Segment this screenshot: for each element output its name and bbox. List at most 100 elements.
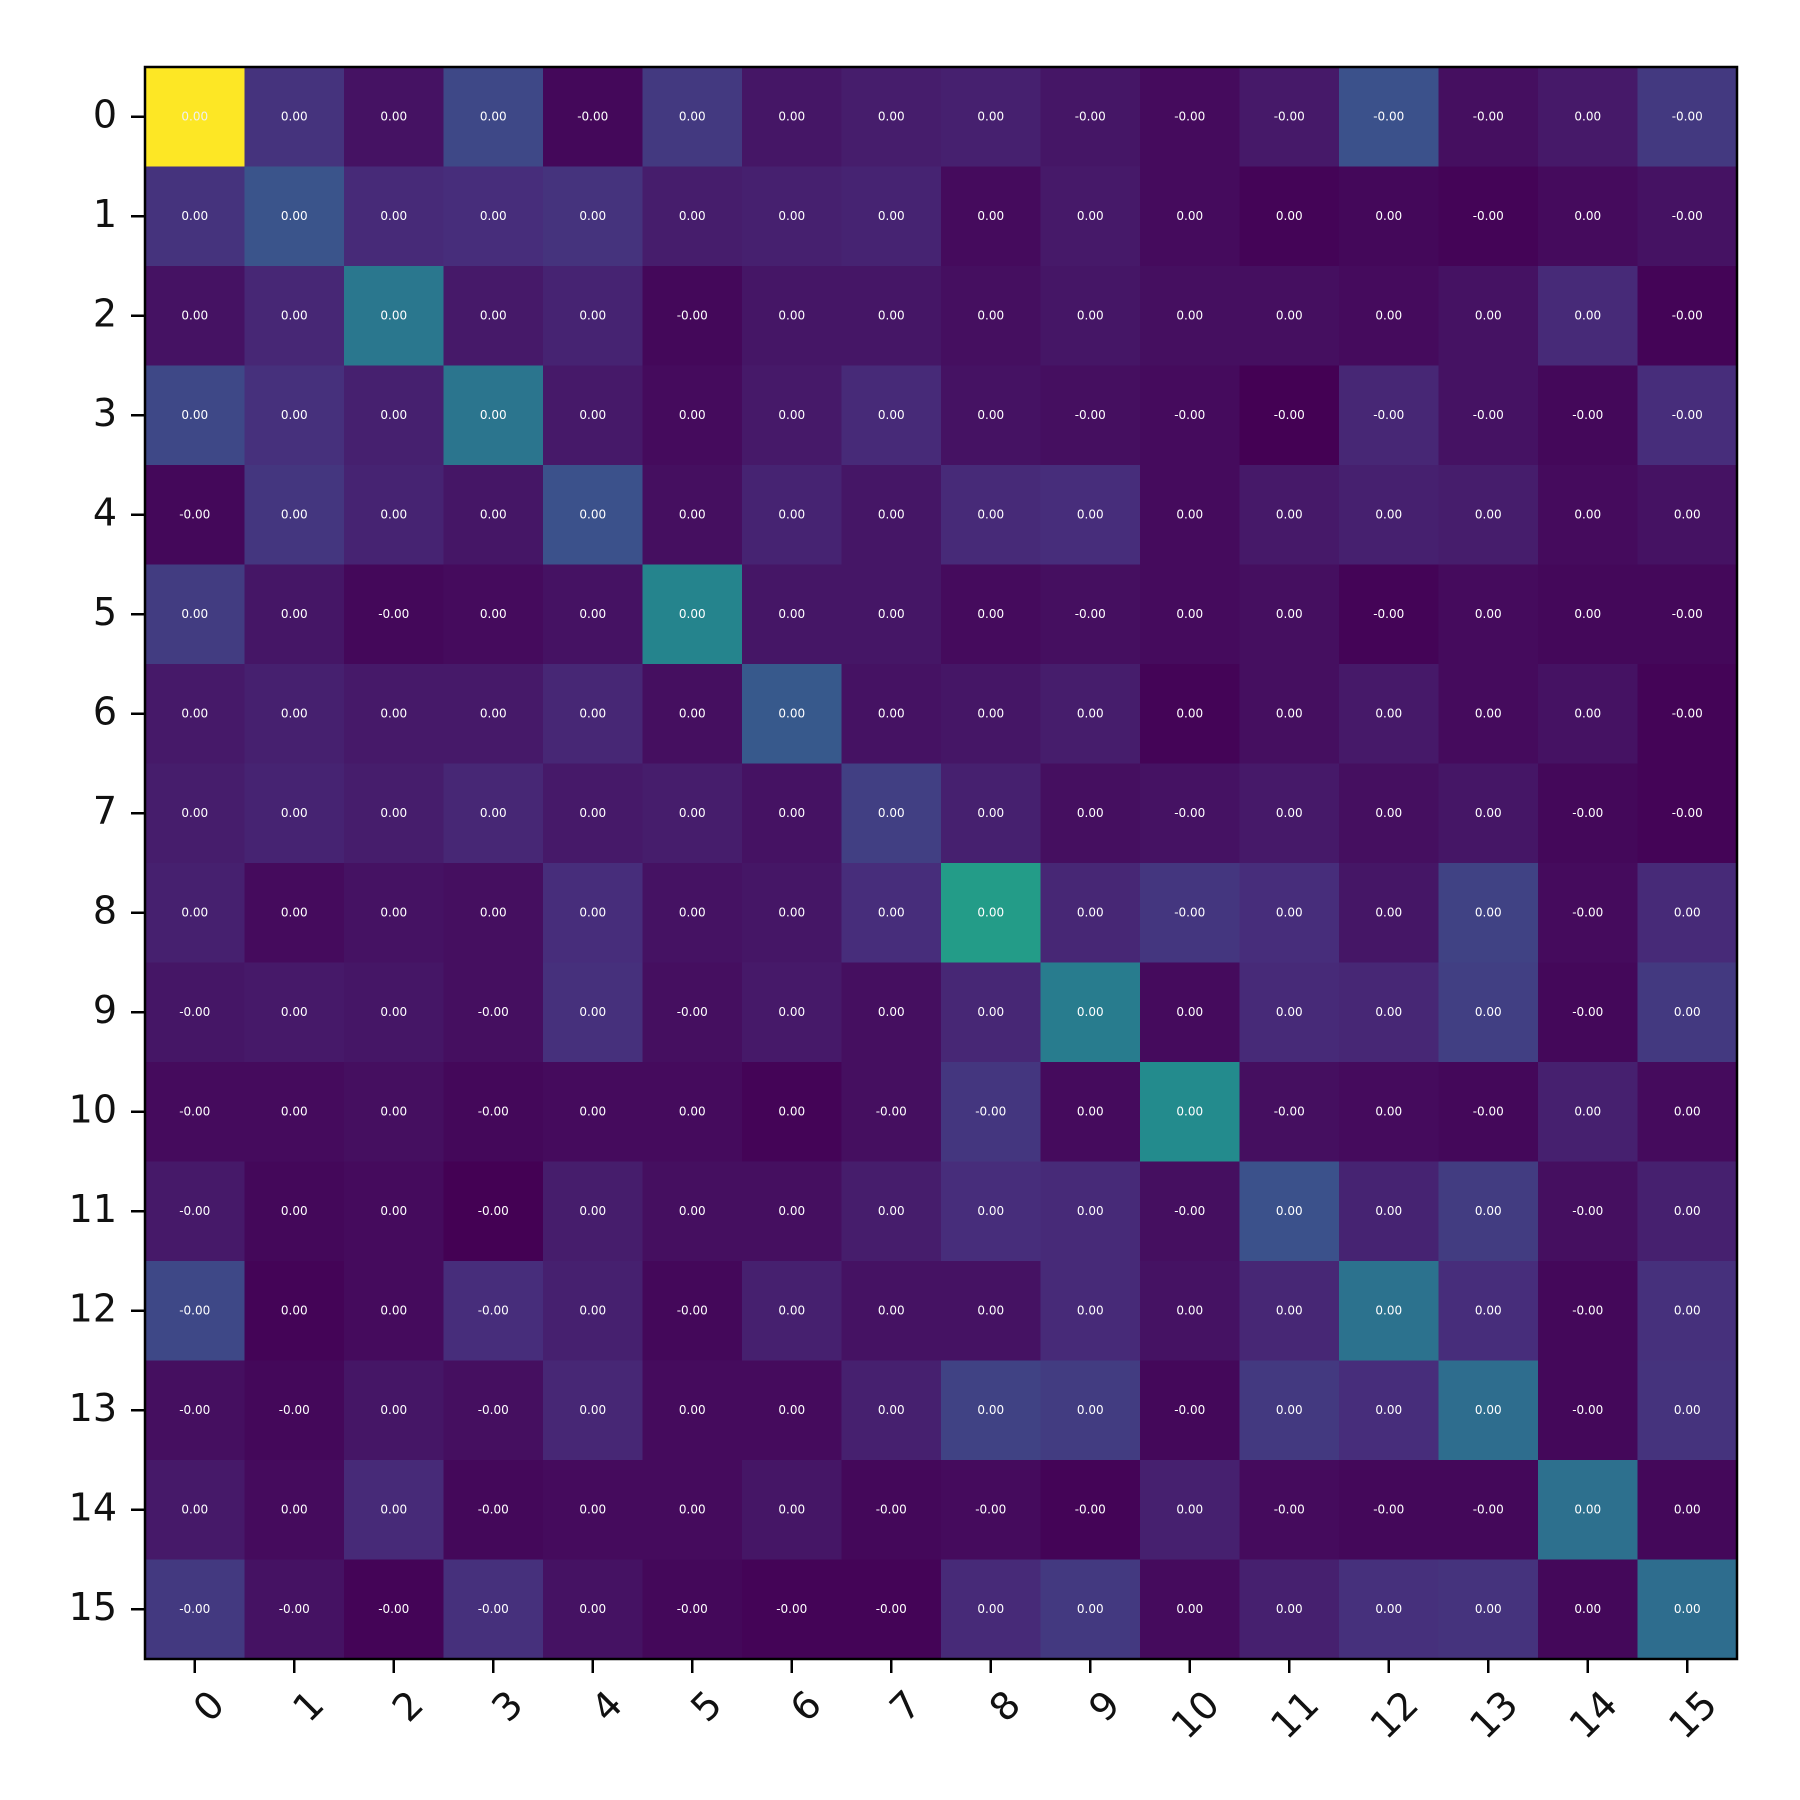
cell-value-label: 0.00 xyxy=(281,308,308,322)
cell-value-label: -0.00 xyxy=(1373,408,1404,422)
cell-value-label: 0.00 xyxy=(1475,905,1502,919)
heatmap-cell xyxy=(244,564,345,665)
cell-value-label: 0.00 xyxy=(281,806,308,820)
heatmap-cell xyxy=(841,266,942,366)
heatmap-cell xyxy=(1438,763,1539,864)
heatmap-cell xyxy=(742,465,842,565)
cell-value-label: -0.00 xyxy=(179,1204,210,1218)
heatmap-cell xyxy=(543,564,643,665)
cell-value-label: -0.00 xyxy=(1075,1502,1106,1516)
cell-value-label: 0.00 xyxy=(679,209,706,223)
x-tick-label: 7 xyxy=(881,1682,929,1730)
heatmap-cell xyxy=(1239,863,1340,963)
cell-value-label: 0.00 xyxy=(480,806,507,820)
heatmap-cell xyxy=(841,962,942,1063)
x-tick-label: 10 xyxy=(1163,1682,1228,1747)
cell-value-label: -0.00 xyxy=(478,1602,509,1616)
heatmap-cell xyxy=(1538,863,1638,963)
heatmap-cell xyxy=(941,763,1041,864)
heatmap-cell xyxy=(1538,564,1638,665)
cell-value-label: 0.00 xyxy=(281,1005,308,1019)
heatmap-cell xyxy=(1339,664,1439,764)
heatmap-cell xyxy=(941,266,1041,366)
cell-value-label: 0.00 xyxy=(480,905,507,919)
heatmap-cell xyxy=(941,67,1041,167)
cell-value-label: 0.00 xyxy=(1276,905,1303,919)
heatmap-cell xyxy=(244,763,345,864)
cell-value-label: 0.00 xyxy=(579,607,606,621)
heatmap-cell xyxy=(244,1261,345,1361)
cell-value-label: -0.00 xyxy=(1572,1005,1603,1019)
x-tick-label: 5 xyxy=(682,1682,730,1730)
cell-value-label: 0.00 xyxy=(1574,507,1601,521)
heatmap-cell xyxy=(1339,1559,1439,1660)
heatmap-cell xyxy=(244,365,345,466)
cell-value-label: 0.00 xyxy=(1475,1303,1502,1317)
heatmap-cell xyxy=(344,664,444,764)
cell-value-label: 0.00 xyxy=(679,1403,706,1417)
cell-value-label: 0.00 xyxy=(778,1204,805,1218)
cell-value-label: -0.00 xyxy=(1672,109,1703,123)
cell-value-label: 0.00 xyxy=(1176,1602,1203,1616)
heatmap-cell xyxy=(1438,166,1539,267)
heatmap-cell xyxy=(543,1062,643,1162)
heatmap-cell xyxy=(1637,664,1738,764)
heatmap-cell xyxy=(244,863,345,963)
cell-value-label: 0.00 xyxy=(579,209,606,223)
cell-value-label: 0.00 xyxy=(1674,1204,1701,1218)
cell-value-label: 0.00 xyxy=(1674,1502,1701,1516)
x-tick-label: 2 xyxy=(384,1682,432,1730)
heatmap-cell xyxy=(1140,166,1240,267)
cell-value-label: 0.00 xyxy=(1375,507,1402,521)
heatmap-cell xyxy=(1637,1460,1738,1560)
cell-value-label: -0.00 xyxy=(876,1502,907,1516)
heatmap-cell xyxy=(1538,166,1638,267)
x-tick-label: 0 xyxy=(185,1682,233,1730)
cell-value-label: 0.00 xyxy=(878,308,905,322)
heatmap-cell xyxy=(1339,365,1439,466)
cell-value-label: 0.00 xyxy=(181,209,208,223)
cell-value-label: -0.00 xyxy=(1672,209,1703,223)
heatmap-cell xyxy=(443,1360,544,1461)
heatmap-cell xyxy=(1140,664,1240,764)
plot-frame xyxy=(143,65,1739,1661)
y-tick-label: 5 xyxy=(93,590,117,634)
cell-value-label: 0.00 xyxy=(579,706,606,720)
heatmap-cell xyxy=(1637,1559,1738,1660)
heatmap-cell xyxy=(941,166,1041,267)
heatmap-cell xyxy=(1637,1161,1738,1262)
cell-value-label: -0.00 xyxy=(1572,905,1603,919)
heatmap-cell xyxy=(1637,67,1738,167)
cell-value-label: -0.00 xyxy=(677,1303,708,1317)
heatmap-cell xyxy=(1239,266,1340,366)
heatmap-cell xyxy=(543,166,643,267)
cell-value-label: 0.00 xyxy=(679,706,706,720)
cell-value-label: 0.00 xyxy=(480,607,507,621)
heatmap-cell xyxy=(1637,763,1738,864)
cell-value-label: 0.00 xyxy=(579,1204,606,1218)
cell-value-label: 0.00 xyxy=(380,706,407,720)
heatmap-cell xyxy=(443,962,544,1063)
cell-value-label: 0.00 xyxy=(1375,1104,1402,1118)
cell-value-label: 0.00 xyxy=(281,607,308,621)
heatmap-cell xyxy=(1538,962,1638,1063)
heatmap-cell xyxy=(145,863,245,963)
heatmap-cell xyxy=(543,266,643,366)
cell-value-label: -0.00 xyxy=(179,1403,210,1417)
heatmap-cell xyxy=(1637,1360,1738,1461)
cell-value-label: 0.00 xyxy=(1276,806,1303,820)
heatmap-cell xyxy=(1339,1062,1439,1162)
heatmap-cell xyxy=(443,67,544,167)
cell-value-label: 0.00 xyxy=(380,1204,407,1218)
heatmap-cell xyxy=(145,962,245,1063)
heatmap-cell xyxy=(1040,465,1141,565)
y-tick-label: 2 xyxy=(93,291,117,335)
heatmap-cell xyxy=(742,1460,842,1560)
cell-value-label: 0.00 xyxy=(579,1602,606,1616)
heatmap-cell xyxy=(145,1460,245,1560)
cell-value-label: -0.00 xyxy=(478,1502,509,1516)
heatmap-cell xyxy=(742,1161,842,1262)
cell-value-label: 0.00 xyxy=(281,408,308,422)
heatmap-cell xyxy=(1040,1559,1141,1660)
cell-value-label: 0.00 xyxy=(380,1403,407,1417)
